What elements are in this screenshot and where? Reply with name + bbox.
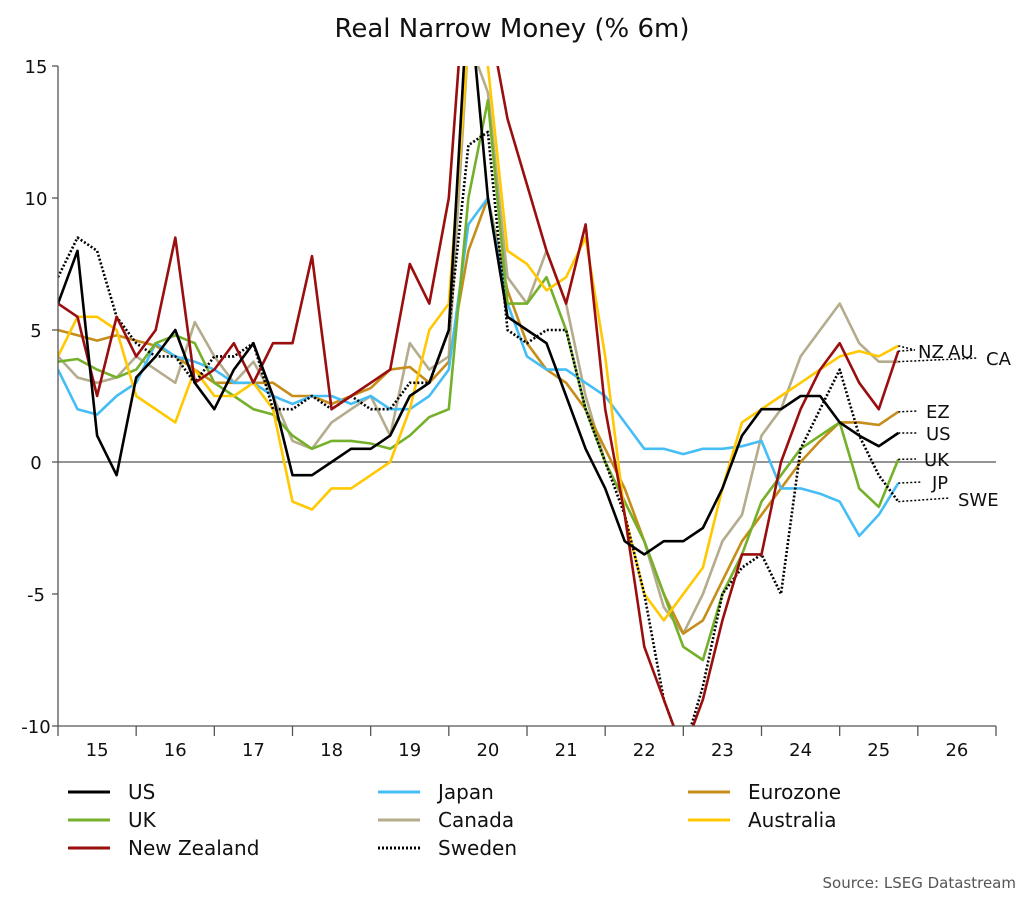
series-line-eurozone: [58, 198, 898, 634]
end-label-au: AU: [948, 342, 974, 363]
y-tick-label: 0: [30, 453, 41, 474]
legend-label: Canada: [438, 808, 514, 832]
end-label-ca: CA: [986, 349, 1012, 370]
end-label-swe: SWE: [958, 490, 999, 511]
x-tick-label: 20: [476, 740, 499, 761]
x-tick-label: 26: [945, 740, 968, 761]
legend-label: UK: [128, 808, 157, 832]
x-tick-label: 25: [867, 740, 890, 761]
series-line-uk: [58, 100, 898, 660]
y-tick-label: 5: [30, 321, 41, 342]
x-tick-label: 24: [789, 740, 812, 761]
legend-label: Sweden: [438, 836, 517, 860]
legend-label: Eurozone: [748, 780, 841, 804]
x-tick-label: 15: [86, 740, 109, 761]
y-tick-label: 10: [25, 189, 48, 210]
series-group: [58, 0, 898, 752]
x-tick-label: 18: [320, 740, 343, 761]
x-tick-label: 23: [711, 740, 734, 761]
series-line-new-zealand: [58, 0, 898, 752]
end-label-nz: NZ: [918, 342, 944, 363]
x-axis-ticks: 15 16 17 18 19 20 21 22 23 24 25 26: [58, 726, 996, 761]
end-label-ez: EZ: [926, 402, 950, 423]
end-label-us: US: [926, 424, 951, 445]
end-label-leader: [898, 346, 915, 350]
legend-label: US: [128, 780, 155, 804]
x-tick-label: 16: [164, 740, 187, 761]
series-line-canada: [58, 40, 898, 634]
end-label-leader: [898, 411, 918, 412]
legend-label: Australia: [748, 808, 836, 832]
chart-title: Real Narrow Money (% 6m): [334, 14, 689, 44]
x-tick-label: 21: [555, 740, 578, 761]
source-note: Source: LSEG Datastream: [823, 874, 1016, 892]
y-tick-label: 15: [25, 57, 48, 78]
x-tick-label: 17: [242, 740, 265, 761]
end-label-leader: [898, 498, 950, 502]
end-label-leader: [898, 482, 922, 483]
y-axis-ticks: 15 10 5 0 -5 -10: [21, 57, 58, 738]
series-line-australia: [58, 40, 898, 621]
y-tick-label: -5: [27, 585, 45, 606]
x-tick-label: 22: [633, 740, 656, 761]
legend-label: Japan: [436, 780, 494, 804]
series-line-us: [58, 0, 898, 554]
end-label-leader: [898, 350, 915, 351]
x-tick-label: 19: [398, 740, 421, 761]
y-tick-label: -10: [21, 717, 50, 738]
legend-label: New Zealand: [128, 836, 259, 860]
legend: US Japan Eurozone UK Canada Australia New Zeal…: [68, 780, 841, 860]
end-label-jp: JP: [931, 473, 948, 494]
end-label-uk: UK: [924, 450, 950, 471]
